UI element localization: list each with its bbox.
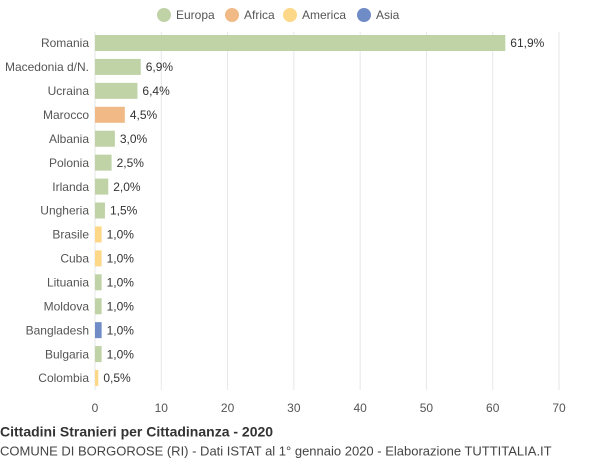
y-tick-label: Macedonia d/N.: [5, 60, 89, 74]
y-tick-label: Cuba: [60, 252, 89, 266]
value-label: 1,0%: [107, 299, 135, 313]
y-tick-label: Albania: [49, 132, 89, 146]
y-tick-label: Moldova: [44, 299, 90, 313]
value-label: 6,4%: [142, 84, 170, 98]
bar: [95, 322, 102, 339]
bar: [95, 82, 138, 99]
x-tick-label: 70: [552, 401, 566, 415]
legend-label: Africa: [244, 8, 275, 22]
y-tick-label: Lituania: [47, 275, 89, 289]
bar: [95, 58, 141, 75]
y-tick-label: Ungheria: [40, 204, 89, 218]
value-label: 1,0%: [107, 323, 135, 337]
value-label: 1,0%: [107, 347, 135, 361]
bar: [95, 35, 506, 51]
bar: [95, 154, 112, 171]
bar: [95, 298, 102, 315]
value-label: 2,5%: [117, 156, 145, 170]
bar: [95, 202, 105, 219]
legend-swatch: [225, 8, 239, 22]
legend-swatch: [357, 8, 371, 22]
y-tick-label: Colombia: [38, 371, 89, 385]
bar: [95, 274, 102, 291]
value-label: 61,9%: [510, 36, 544, 50]
value-label: 0,5%: [103, 371, 131, 385]
x-tick-label: 60: [486, 401, 500, 415]
bar: [95, 346, 102, 363]
x-tick-label: 50: [420, 401, 434, 415]
x-tick-label: 40: [353, 401, 367, 415]
y-tick-label: Marocco: [43, 108, 89, 122]
bar: [95, 370, 99, 387]
chart-title: Cittadini Stranieri per Cittadinanza - 2…: [0, 424, 273, 440]
value-label: 1,0%: [107, 275, 135, 289]
value-label: 3,0%: [120, 132, 148, 146]
value-label: 1,5%: [110, 204, 138, 218]
value-label: 4,5%: [130, 108, 158, 122]
y-tick-label: Irlanda: [52, 180, 89, 194]
value-label: 1,0%: [107, 228, 135, 242]
y-tick-label: Polonia: [49, 156, 89, 170]
y-tick-label: Romania: [41, 36, 89, 50]
bar: [95, 178, 109, 195]
y-tick-label: Ucraina: [48, 84, 90, 98]
y-tick-label: Brasile: [52, 228, 89, 242]
value-label: 1,0%: [107, 252, 135, 266]
y-tick-label: Bulgaria: [45, 347, 89, 361]
legend-swatch: [283, 8, 297, 22]
bar: [95, 250, 102, 267]
x-tick-label: 20: [221, 401, 235, 415]
x-tick-label: 0: [92, 401, 99, 415]
legend-swatch: [157, 8, 171, 22]
chart-subtitle: COMUNE DI BORGOROSE (RI) - Dati ISTAT al…: [0, 443, 552, 458]
x-tick-label: 30: [287, 401, 301, 415]
legend-label: Europa: [176, 8, 215, 22]
bar: [95, 106, 125, 123]
y-tick-label: Bangladesh: [26, 323, 89, 337]
bar: [95, 130, 115, 147]
bar: [95, 226, 102, 243]
legend-label: America: [302, 8, 346, 22]
legend-label: Asia: [376, 8, 400, 22]
x-tick-label: 10: [155, 401, 169, 415]
value-label: 2,0%: [113, 180, 141, 194]
value-label: 6,9%: [146, 60, 174, 74]
